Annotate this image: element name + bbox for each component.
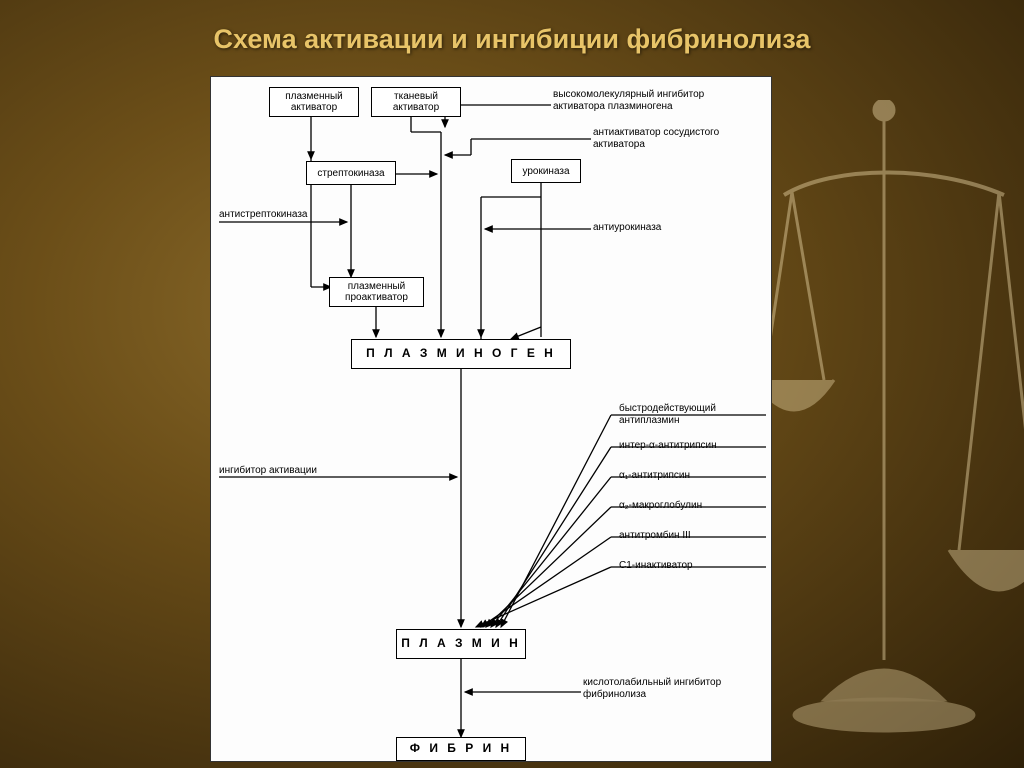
slide-title: Схема активации и ингибиции фибринолиза [0,24,1024,55]
node-label: стрептокиназа [317,168,384,179]
node-plasminogen: П Л А З М И Н О Г Е Н [351,339,571,369]
node-fibrin: Ф И Б Р И Н [396,737,526,761]
node-plasma-activator: плазменныйактиватор [269,87,359,117]
label-antiactivator: антиактиватор сосудистогоактиватора [593,127,768,150]
node-label: плазменныйпроактиватор [345,281,408,303]
label-inter-a-antitrypsin: интер-α-антитрипсин [619,440,717,452]
label-activation-inhibitor: ингибитор активации [219,465,317,477]
label-fast-antiplasmin: быстродействующийантиплазмин [619,403,769,426]
label-a1-antitrypsin: α₁-антитрипсин [619,470,690,482]
flowchart: плазменныйактиватор тканевыйактиватор ст… [211,77,771,761]
slide-background: Схема активации и ингибиции фибринолиза [0,0,1024,768]
label-c1-inactivator: С1-инактиватор [619,560,693,572]
label-antistreptokinase: антистрептокиназа [219,209,307,221]
label-a2-macroglobulin: α₂-макроглобулин [619,500,702,512]
label-acid-labile: кислотолабильный ингибиторфибринолиза [583,677,768,700]
node-label: урокиназа [522,166,569,177]
label-antiurokinase: антиурокиназа [593,222,661,234]
diagram-container: плазменныйактиватор тканевыйактиватор ст… [210,76,772,762]
node-tissue-activator: тканевыйактиватор [371,87,461,117]
node-plasma-proactivator: плазменныйпроактиватор [329,277,424,307]
node-label: плазменныйактиватор [285,91,343,113]
node-label: Ф И Б Р И Н [410,742,512,755]
node-label: П Л А З М И Н О Г Е Н [366,347,556,360]
label-hmw-inhibitor: высокомолекулярный ингибиторактиватора п… [553,89,763,112]
node-plasmin: П Л А З М И Н [396,629,526,659]
node-urokinase: урокиназа [511,159,581,183]
node-label: тканевыйактиватор [393,91,439,113]
node-streptokinase: стрептокиназа [306,161,396,185]
label-antithrombin3: антитромбин III [619,530,691,542]
scales-decoration [764,100,1024,740]
node-label: П Л А З М И Н [401,637,521,650]
